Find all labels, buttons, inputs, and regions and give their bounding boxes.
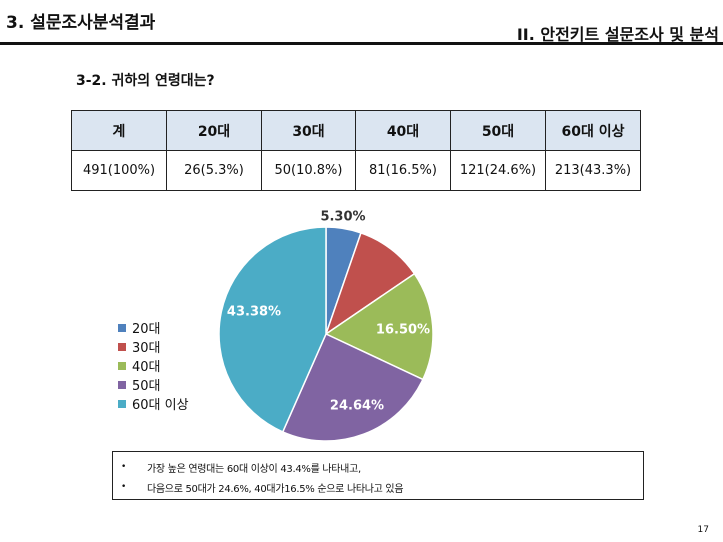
chart-legend: 20대 30대 40대 50대 60대 이상 <box>118 318 189 413</box>
age-table: 계 20대 30대 40대 50대 60대 이상 491(100%) 26(5.… <box>71 110 641 191</box>
note-item: • 다음으로 50대가 24.6%, 40대가16.5% 순으로 나타나고 있음 <box>121 477 643 497</box>
legend-swatch <box>118 342 126 351</box>
table-header-row: 계 20대 30대 40대 50대 60대 이상 <box>71 110 641 151</box>
note-item: • 가장 높은 연령대는 60대 이상이 43.4%를 나타내고, <box>121 457 643 477</box>
table-header-cell: 40대 <box>355 110 451 151</box>
table-cell: 213(43.3%) <box>545 150 641 191</box>
legend-label: 30대 <box>132 341 161 356</box>
table-cell: 81(16.5%) <box>355 150 451 191</box>
header-divider <box>0 42 723 45</box>
table-header-cell: 30대 <box>261 110 356 151</box>
legend-item: 30대 <box>118 337 189 356</box>
legend-swatch <box>118 399 126 408</box>
legend-swatch <box>118 380 126 389</box>
table-header-cell: 60대 이상 <box>545 110 641 151</box>
summary-notes: • 가장 높은 연령대는 60대 이상이 43.4%를 나타내고, • 다음으로… <box>112 451 644 500</box>
question-title: 3-2. 귀하의 연령대는? <box>76 73 215 89</box>
legend-swatch <box>118 361 126 370</box>
bullet-icon: • <box>121 462 127 472</box>
table-cell: 50(10.8%) <box>261 150 356 191</box>
legend-label: 60대 이상 <box>132 398 189 413</box>
table-row: 491(100%) 26(5.3%) 50(10.8%) 81(16.5%) 1… <box>71 150 641 191</box>
pie-slice <box>218 226 327 433</box>
note-text: 다음으로 50대가 24.6%, 40대가16.5% 순으로 나타나고 있음 <box>147 483 404 495</box>
pie-slice <box>281 332 424 442</box>
page-number: 17 <box>697 525 709 535</box>
table-header-cell: 20대 <box>166 110 262 151</box>
legend-item: 60대 이상 <box>118 394 189 413</box>
bullet-icon: • <box>121 482 127 492</box>
table-header-cell: 계 <box>71 110 167 151</box>
section-title: 3. 설문조사분석결과 <box>6 13 156 33</box>
legend-item: 40대 <box>118 356 189 375</box>
pie-slice <box>324 272 434 381</box>
pie-data-label: 24.64% <box>330 399 384 414</box>
table-cell: 121(24.6%) <box>450 150 546 191</box>
table-cell: 491(100%) <box>71 150 167 191</box>
legend-label: 20대 <box>132 322 161 337</box>
pie-data-label: 5.30% <box>320 210 365 225</box>
note-text: 가장 높은 연령대는 60대 이상이 43.4%를 나타내고, <box>147 463 361 475</box>
pie-data-label: 16.50% <box>376 323 430 338</box>
table-cell: 26(5.3%) <box>166 150 262 191</box>
legend-label: 40대 <box>132 360 161 375</box>
pie-data-label: 43.38% <box>227 305 281 320</box>
legend-item: 50대 <box>118 375 189 394</box>
legend-item: 20대 <box>118 318 189 337</box>
legend-label: 50대 <box>132 379 161 394</box>
legend-swatch <box>118 323 126 332</box>
chapter-title: II. 안전키트 설문조사 및 분석 <box>516 25 719 44</box>
